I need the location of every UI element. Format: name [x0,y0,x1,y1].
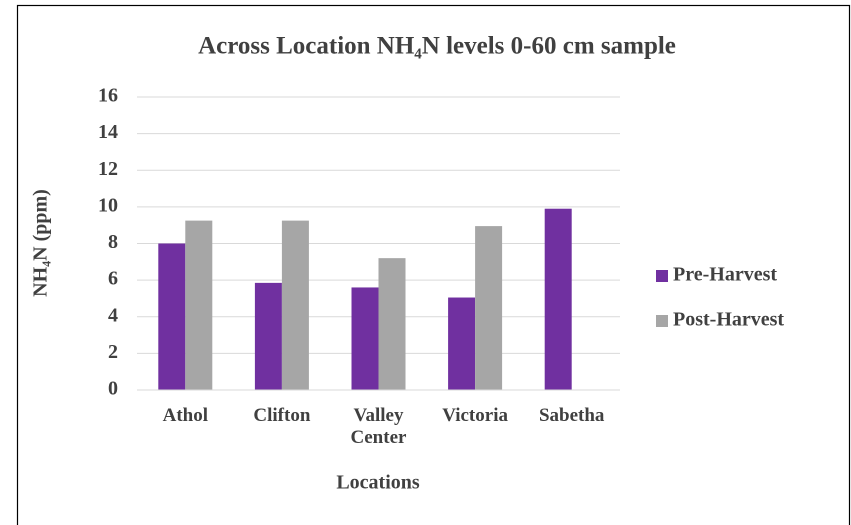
x-tick-label: Victoria [442,405,508,426]
y-tick-label: 14 [98,121,118,143]
y-tick-label: 8 [108,231,118,253]
x-axis-label: Locations [336,472,420,494]
y-tick-label: 12 [98,158,118,180]
bar [351,287,379,390]
y-tick-label: 6 [108,268,118,290]
bar [158,243,186,390]
x-tick-label: Sabetha [538,405,605,426]
bar [281,220,309,390]
chart-border [16,4,851,525]
bar [448,297,476,390]
y-tick-label: 0 [108,378,118,400]
legend-swatch [656,315,668,327]
y-tick-label: 16 [98,85,118,107]
bar [254,282,282,390]
y-tick-label: 10 [98,194,118,216]
x-tick-label: Clifton [253,405,311,426]
bar [378,258,406,390]
x-tick-label: Athol [162,405,208,426]
bar [185,220,213,390]
y-axis-label: NH₄N (ppm) [30,189,52,297]
chart-title: Across Location NH₄N levels 0-60 cm samp… [198,33,676,60]
legend-swatch [656,270,668,282]
legend-label: Post-Harvest [673,309,784,331]
bar [544,208,572,390]
y-tick-label: 2 [108,341,118,363]
legend-label: Pre-Harvest [673,264,777,286]
y-tick-label: 4 [108,304,118,326]
x-tick-label: Valley Center [350,405,407,448]
bar [475,226,503,390]
